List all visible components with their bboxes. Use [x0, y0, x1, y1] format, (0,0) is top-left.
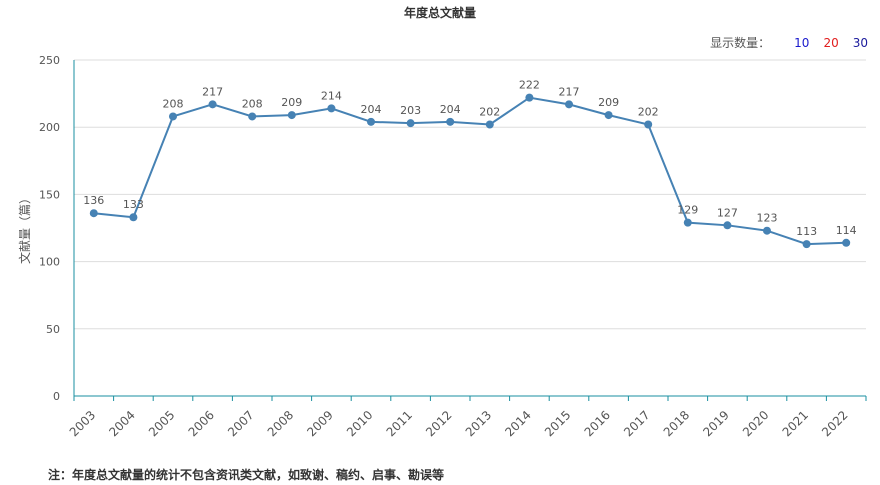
data-point[interactable]	[565, 100, 573, 109]
data-point[interactable]	[842, 238, 851, 247]
data-point[interactable]	[406, 119, 415, 128]
x-tick-label: 2022	[819, 408, 850, 439]
data-label: 214	[321, 89, 342, 102]
x-tick-label: 2014	[502, 408, 533, 439]
x-tick-label: 2004	[106, 408, 137, 439]
y-tick-label: 100	[39, 256, 60, 269]
data-label: 123	[757, 212, 778, 225]
y-tick-label: 200	[39, 121, 60, 134]
data-label: 127	[717, 206, 738, 219]
data-point[interactable]	[763, 226, 771, 235]
data-label: 208	[242, 97, 263, 110]
x-tick-label: 2010	[344, 408, 375, 439]
x-tick-label: 2013	[463, 408, 494, 439]
data-label: 208	[163, 97, 184, 110]
x-tick-label: 2012	[423, 408, 454, 439]
y-tick-label: 150	[39, 188, 60, 201]
data-point[interactable]	[446, 117, 455, 126]
display-count-label: 显示数量：	[710, 36, 771, 50]
x-tick-label: 2015	[542, 408, 573, 439]
data-label: 129	[677, 204, 698, 217]
data-label: 204	[440, 103, 461, 116]
data-point[interactable]	[683, 218, 692, 227]
data-label: 209	[281, 96, 302, 109]
x-tick-label: 2007	[225, 408, 256, 439]
footnote: 注：年度总文献量的统计不包含资讯类文献，如致谢、稿约、启事、勘误等	[48, 468, 445, 482]
series-line	[93, 96, 847, 246]
x-tick-label: 2017	[621, 408, 652, 439]
data-label: 202	[638, 106, 659, 119]
x-tick-label: 2016	[582, 408, 613, 439]
data-point[interactable]	[644, 120, 653, 129]
data-point[interactable]	[604, 111, 613, 120]
x-tick-label: 2003	[67, 408, 98, 439]
data-label: 136	[83, 194, 104, 207]
y-tick-label: 50	[46, 323, 60, 336]
x-tick-label: 2011	[384, 408, 415, 439]
series: 136 133 208 217 208 209 214 204 203 204 202 222 217 2…	[83, 79, 857, 249]
x-tick-label: 2018	[661, 408, 692, 439]
display-count-10-option[interactable]: 10	[794, 36, 810, 50]
data-point[interactable]	[485, 120, 494, 129]
x-tick-label: 2006	[186, 408, 217, 439]
data-point[interactable]	[802, 240, 811, 249]
data-label: 202	[479, 106, 500, 119]
data-point[interactable]	[287, 111, 296, 120]
data-point[interactable]	[208, 100, 217, 109]
data-point[interactable]	[367, 117, 375, 126]
data-point[interactable]	[89, 209, 98, 218]
data-point[interactable]	[525, 93, 534, 102]
data-point[interactable]	[327, 104, 336, 113]
display-count-30-option[interactable]: 30	[852, 36, 868, 50]
data-point[interactable]	[723, 221, 732, 230]
y-tick-label: 0	[53, 390, 60, 403]
data-label: 209	[598, 96, 619, 109]
x-tick-label: 2009	[304, 408, 335, 439]
y-axis-title: 文献量（篇）	[17, 192, 32, 264]
data-point[interactable]	[169, 112, 177, 121]
data-label: 204	[361, 103, 382, 116]
x-tick-label: 2021	[780, 408, 811, 439]
x-tick-label: 2019	[700, 408, 731, 439]
display-count-20-option[interactable]: 20	[823, 36, 839, 50]
x-tick-label: 2008	[265, 408, 296, 439]
data-label: 217	[559, 85, 580, 98]
data-point[interactable]	[129, 213, 138, 222]
y-tick-label: 250	[39, 54, 60, 67]
data-point[interactable]	[248, 112, 257, 121]
gridlines	[74, 59, 866, 330]
x-tick-label: 2005	[146, 408, 177, 439]
display-count-selector: 显示数量： 10 20 30	[710, 34, 868, 51]
data-label: 114	[836, 224, 857, 237]
chart-title: 年度总文献量	[403, 6, 476, 20]
data-label: 113	[796, 225, 817, 238]
data-label: 222	[519, 79, 540, 92]
data-label: 203	[400, 104, 421, 117]
data-label: 217	[202, 85, 223, 98]
x-tick-label: 2020	[740, 408, 771, 439]
data-label: 133	[123, 198, 144, 211]
